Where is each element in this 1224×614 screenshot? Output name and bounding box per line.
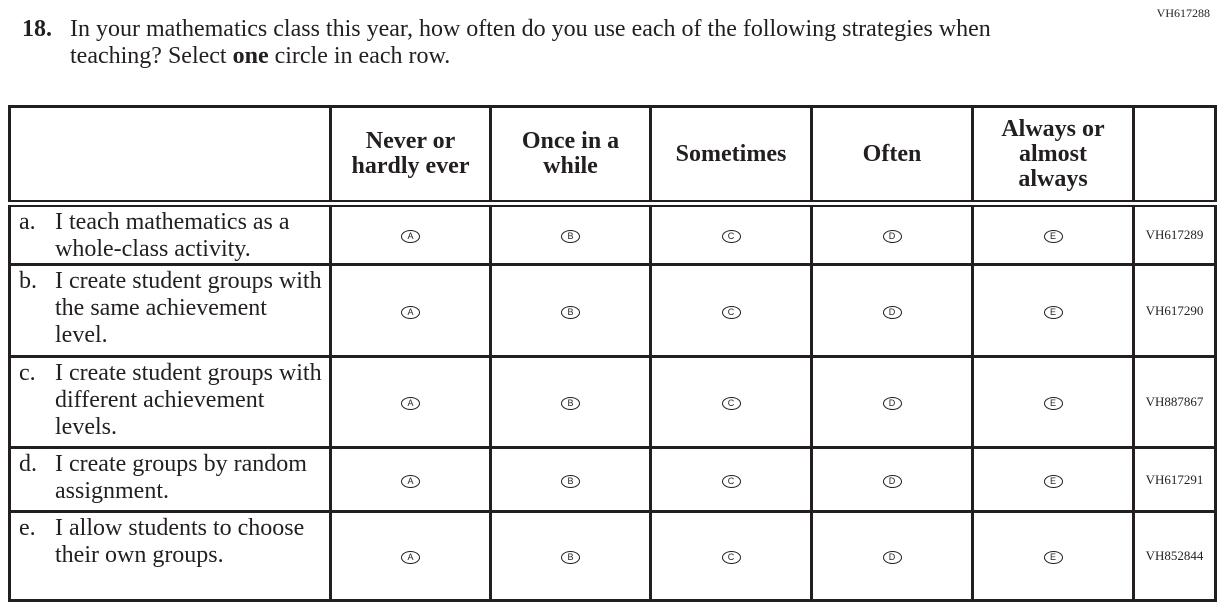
response-cell: C bbox=[649, 355, 813, 449]
table-row: a. I teach mathematics as a whole-class a… bbox=[8, 202, 1217, 266]
response-bubble-c[interactable]: C bbox=[721, 551, 741, 564]
response-cell: C bbox=[649, 263, 813, 358]
question-code: VH617288 bbox=[1156, 6, 1210, 20]
response-bubble-d[interactable]: D bbox=[882, 305, 902, 319]
question-text-part: In your mathematics class this year, how… bbox=[70, 16, 991, 69]
response-cell: B bbox=[489, 446, 652, 513]
item-label: c. I create student groups with different… bbox=[8, 355, 332, 449]
item-label: d. I create groups by random assignment. bbox=[8, 446, 332, 513]
column-header: Always or almost always bbox=[971, 105, 1135, 207]
item-text: I create groups by random assignment. bbox=[55, 451, 307, 504]
header-row: Never or hardly ever Once in a while Som… bbox=[8, 105, 1217, 207]
item-label: e. I allow students to choose their own g… bbox=[8, 510, 332, 602]
item-label: b. I create student groups with the same … bbox=[8, 263, 332, 358]
response-cell: B bbox=[489, 510, 652, 602]
response-cell: D bbox=[810, 202, 974, 266]
response-bubble-a[interactable]: A bbox=[401, 230, 420, 243]
response-bubble-d[interactable]: D bbox=[882, 551, 902, 564]
item-code: VH617289 bbox=[1132, 202, 1217, 266]
item-code: VH617290 bbox=[1132, 263, 1217, 358]
table-row: b. I create student groups with the same … bbox=[8, 263, 1217, 358]
response-cell: A bbox=[329, 446, 492, 513]
response-bubble-a[interactable]: A bbox=[401, 551, 420, 564]
response-bubble-a[interactable]: A bbox=[401, 305, 420, 319]
response-cell: A bbox=[329, 355, 492, 449]
item-letter: c. bbox=[19, 360, 36, 386]
response-cell: E bbox=[971, 510, 1135, 602]
table-row: d. I create groups by random assignment. A… bbox=[8, 446, 1217, 513]
item-text: I allow students to choose their own gro… bbox=[55, 515, 305, 568]
item-text: I teach mathematics as a whole-class act… bbox=[55, 209, 290, 262]
header-blank bbox=[8, 105, 332, 207]
response-cell: A bbox=[329, 202, 492, 266]
item-label: a. I teach mathematics as a whole-class a… bbox=[8, 202, 332, 266]
item-letter: a. bbox=[19, 209, 36, 235]
response-bubble-e[interactable]: E bbox=[1043, 305, 1063, 319]
response-bubble-b[interactable]: B bbox=[561, 305, 580, 319]
response-bubble-c[interactable]: C bbox=[721, 230, 741, 243]
item-letter: d. bbox=[19, 451, 37, 477]
item-letter: e. bbox=[19, 515, 36, 541]
table-row: e. I allow students to choose their own g… bbox=[8, 510, 1217, 602]
response-cell: D bbox=[810, 510, 974, 602]
item-code: VH887867 bbox=[1132, 355, 1217, 449]
response-cell: E bbox=[971, 355, 1135, 449]
response-bubble-e[interactable]: E bbox=[1043, 397, 1063, 410]
response-cell: A bbox=[329, 510, 492, 602]
response-cell: B bbox=[489, 355, 652, 449]
response-bubble-d[interactable]: D bbox=[882, 230, 902, 243]
response-bubble-e[interactable]: E bbox=[1043, 474, 1063, 488]
response-bubble-d[interactable]: D bbox=[882, 474, 902, 488]
response-grid: Never or hardly ever Once in a while Som… bbox=[8, 105, 1217, 602]
response-bubble-c[interactable]: C bbox=[721, 397, 741, 410]
response-bubble-c[interactable]: C bbox=[721, 474, 741, 488]
table-row: c. I create student groups with different… bbox=[8, 355, 1217, 449]
response-cell: C bbox=[649, 202, 813, 266]
response-bubble-d[interactable]: D bbox=[882, 397, 902, 410]
response-cell: D bbox=[810, 355, 974, 449]
response-cell: C bbox=[649, 510, 813, 602]
question-text-emphasis: one bbox=[232, 43, 269, 69]
response-bubble-e[interactable]: E bbox=[1043, 551, 1063, 564]
item-text: I create student groups with the same ac… bbox=[55, 268, 322, 348]
column-header: Often bbox=[810, 105, 974, 207]
response-bubble-b[interactable]: B bbox=[561, 474, 580, 488]
response-bubble-a[interactable]: A bbox=[401, 397, 420, 410]
response-bubble-e[interactable]: E bbox=[1043, 230, 1063, 243]
item-letter: b. bbox=[19, 268, 37, 294]
response-bubble-b[interactable]: B bbox=[561, 230, 580, 243]
response-cell: B bbox=[489, 202, 652, 266]
response-cell: D bbox=[810, 446, 974, 513]
column-header: Never or hardly ever bbox=[329, 105, 492, 207]
item-code: VH617291 bbox=[1132, 446, 1217, 513]
response-cell: B bbox=[489, 263, 652, 358]
response-bubble-c[interactable]: C bbox=[721, 305, 741, 319]
question-text-part: circle in each row. bbox=[268, 43, 451, 69]
item-text: I create student groups with different a… bbox=[55, 360, 322, 440]
response-cell: D bbox=[810, 263, 974, 358]
response-cell: E bbox=[971, 446, 1135, 513]
header-blank bbox=[1132, 105, 1217, 207]
question-number: 18. bbox=[22, 16, 52, 42]
question-text: In your mathematics class this year, how… bbox=[70, 16, 1030, 70]
response-cell: E bbox=[971, 263, 1135, 358]
response-bubble-b[interactable]: B bbox=[561, 397, 580, 410]
response-bubble-a[interactable]: A bbox=[401, 474, 420, 488]
response-cell: C bbox=[649, 446, 813, 513]
response-bubble-b[interactable]: B bbox=[561, 551, 580, 564]
response-cell: E bbox=[971, 202, 1135, 266]
column-header: Sometimes bbox=[649, 105, 813, 207]
column-header: Once in a while bbox=[489, 105, 652, 207]
item-code: VH852844 bbox=[1132, 510, 1217, 602]
response-cell: A bbox=[329, 263, 492, 358]
